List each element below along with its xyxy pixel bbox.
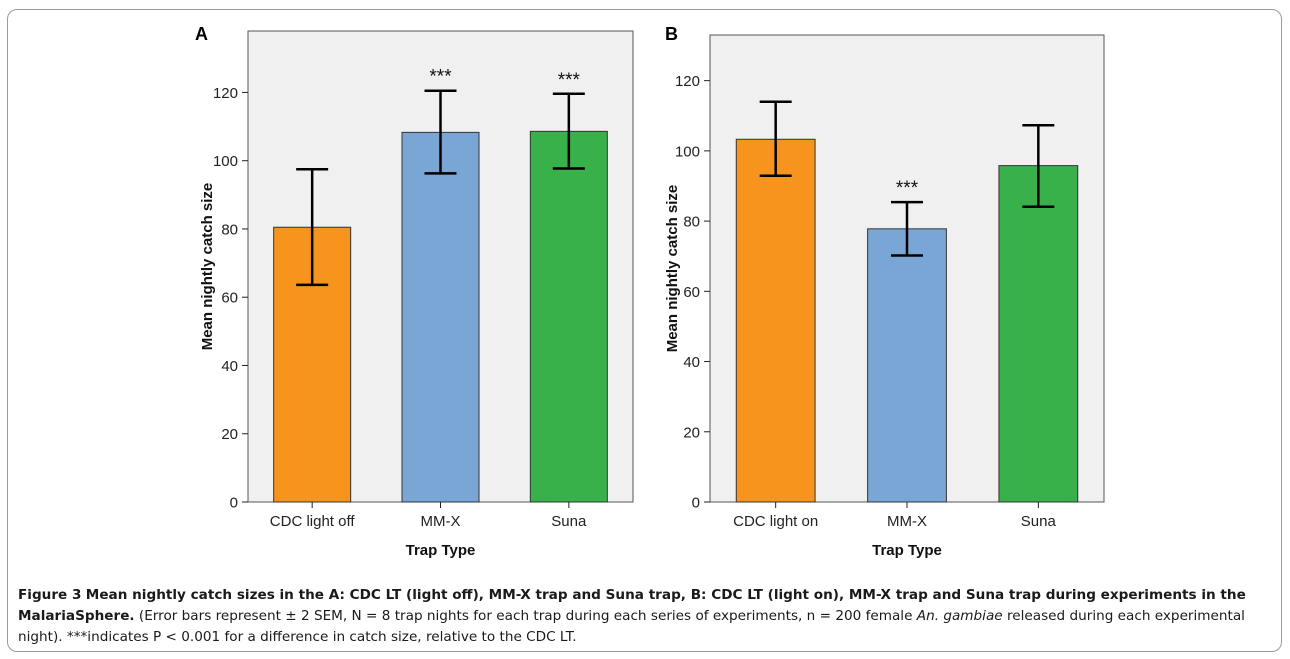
x-axis-label: Trap Type	[406, 542, 476, 559]
chart-panel: A 0 20 40 60 80 100 120 Mean nightly catch size C…	[195, 24, 634, 559]
figure-frame	[7, 9, 1282, 652]
significance-marker: ***	[896, 178, 919, 199]
y-axis-label: Mean nightly catch size	[199, 183, 216, 351]
y-tick-label: 20	[221, 426, 238, 443]
figure-caption: Figure 3 Mean nightly catch sizes in the…	[18, 585, 1276, 648]
caption-body-start: (Error bars represent ± 2 SEM, N = 8 tra…	[138, 608, 913, 624]
chart-panel: B 0 20 40 60 80 100 120 Mean nightly catch size C…	[664, 24, 1105, 559]
y-tick-label: 120	[213, 85, 238, 102]
significance-marker: ***	[558, 70, 581, 91]
caption-body-end: released during each experimental night)…	[18, 608, 1245, 645]
bar	[401, 131, 480, 503]
x-tick-label: CDC light on	[733, 513, 818, 530]
figure-charts: A 0 20 40 60 80 100 120 Mean nightly catch size C…	[195, 24, 1105, 559]
caption-figure-label: Figure 3	[18, 587, 82, 603]
panel-label: A	[195, 24, 208, 44]
bar	[735, 138, 816, 503]
y-tick-label: 20	[683, 424, 700, 441]
y-tick-label: 40	[221, 358, 238, 375]
x-tick-label: CDC light off	[270, 513, 356, 530]
bar	[998, 165, 1079, 503]
caption-title: Mean nightly catch sizes in the A: CDC L…	[18, 587, 1246, 624]
y-tick-label: 120	[675, 73, 700, 90]
caption-species: An. gambiae	[916, 608, 1003, 624]
y-tick-label: 100	[675, 143, 700, 160]
significance-marker: ***	[429, 67, 452, 88]
x-tick-label: Suna	[551, 513, 587, 530]
y-tick-label: 100	[213, 153, 238, 170]
x-tick-label: MM-X	[421, 513, 461, 530]
x-tick-label: Suna	[1021, 513, 1057, 530]
x-tick-label: MM-X	[887, 513, 927, 530]
y-axis-label: Mean nightly catch size	[664, 185, 681, 353]
panel-label: B	[665, 24, 678, 44]
y-tick-label: 0	[230, 495, 238, 512]
y-tick-label: 80	[221, 221, 238, 238]
y-tick-label: 40	[683, 354, 700, 371]
bar	[867, 228, 947, 503]
y-tick-label: 60	[221, 290, 238, 307]
y-tick-label: 60	[683, 284, 700, 301]
y-tick-label: 0	[692, 495, 700, 512]
y-tick-label: 80	[683, 214, 700, 231]
x-axis-label: Trap Type	[872, 542, 942, 559]
bar	[529, 130, 608, 503]
